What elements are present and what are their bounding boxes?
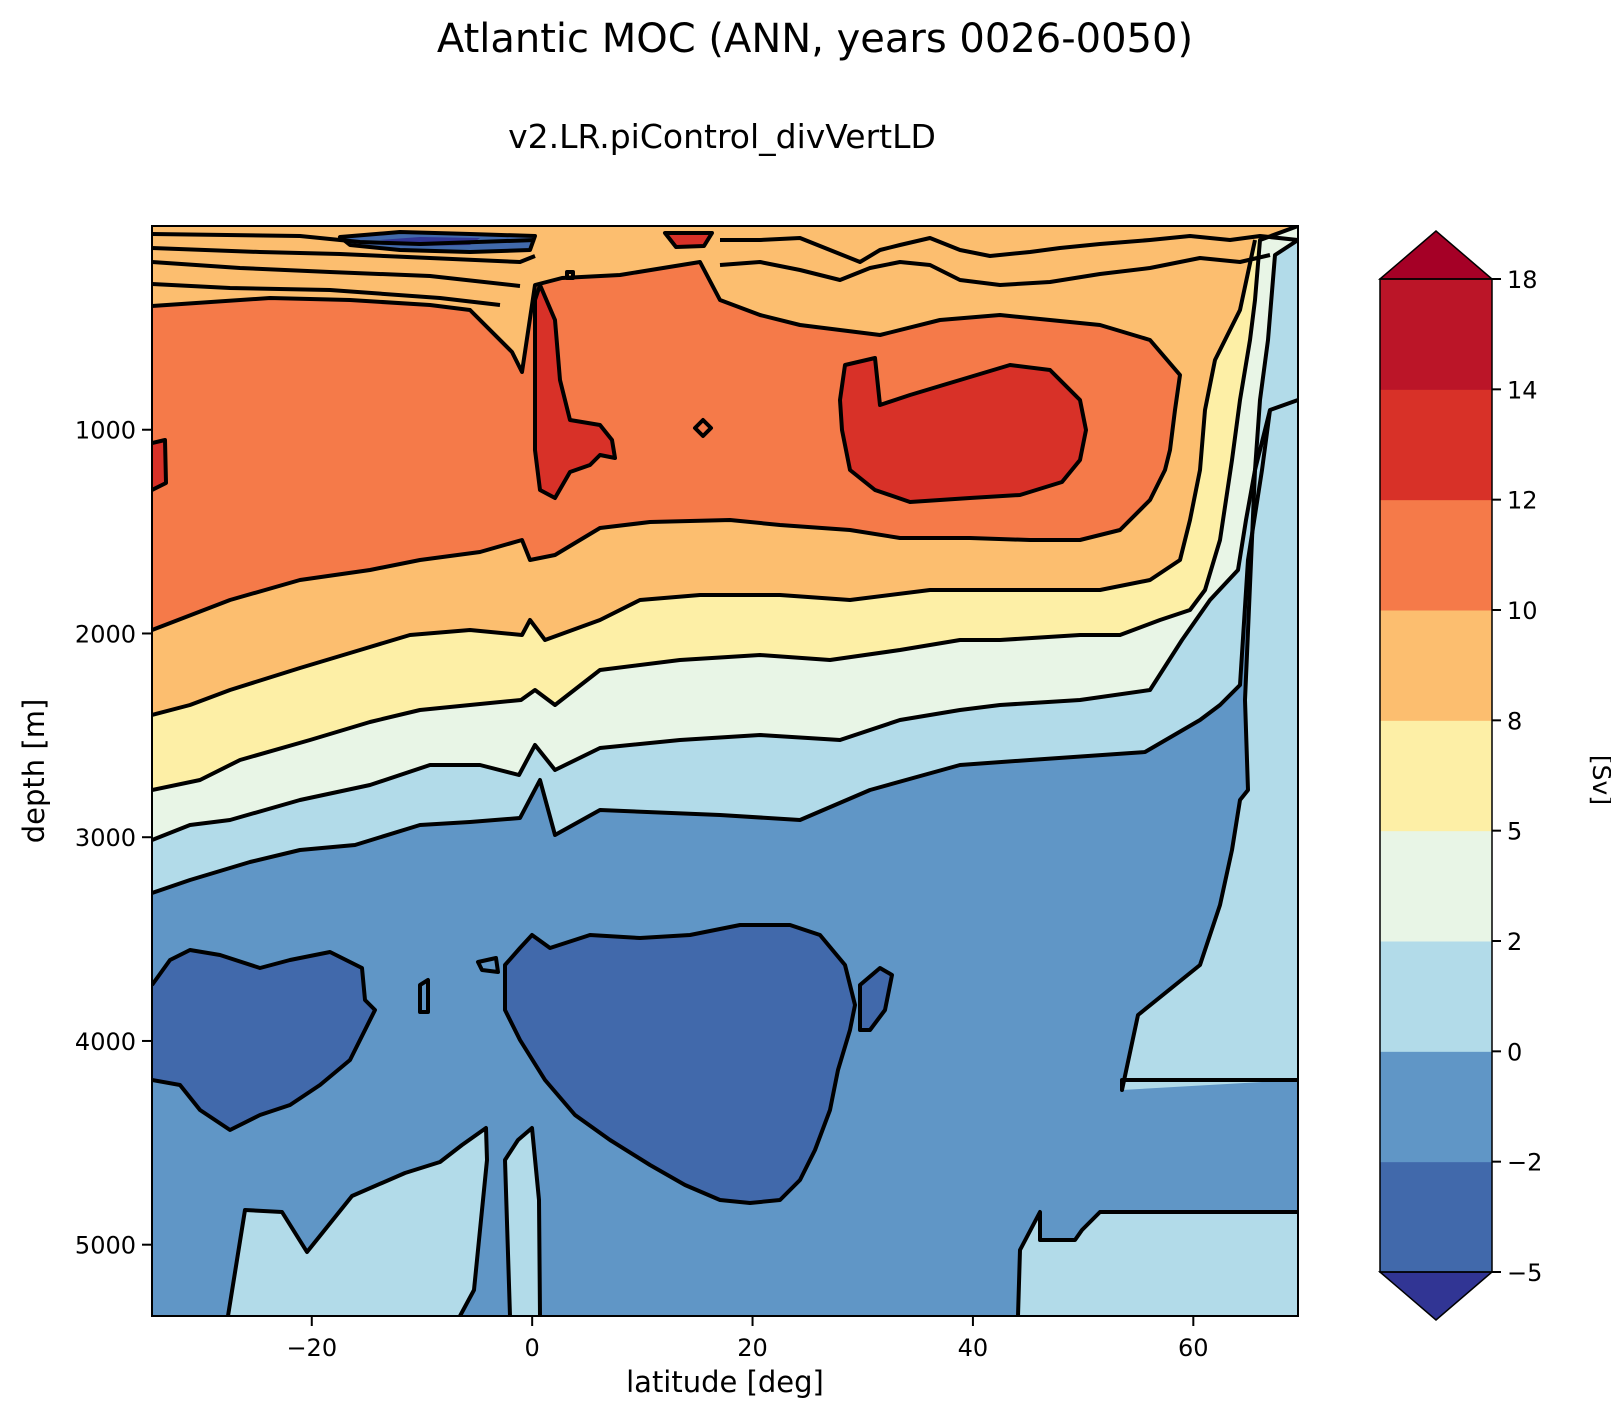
contour-fill-14-sv-west [152,440,166,490]
contour-line-abyss-islet-a [476,956,500,974]
contour-line-8-sv [152,226,1298,792]
contour-line-0-abyss-equator [503,1126,542,1316]
y-tick-label: 4000 [75,1028,136,1056]
colorbar-extend-min [1377,1271,1495,1321]
colorbar-segment [1380,1161,1492,1273]
colorbar-tick-label: −2 [1507,1149,1542,1177]
plot-frame [151,225,1299,1317]
contour-line-10-sv [152,239,1257,717]
x-axis: −20 0 20 40 60 [286,1316,1209,1362]
x-tick-label: 40 [958,1334,989,1362]
colorbar-tick-label: −5 [1507,1259,1542,1287]
colorbar-tick-label: 12 [1507,487,1538,515]
contour-fill-north-light [1122,400,1298,1090]
y-tick-label: 5000 [75,1232,136,1260]
y-axis-label: depth [m] [17,699,51,844]
colorbar-segment [1380,279,1492,390]
contour-line-14-sv-west [152,438,168,492]
contour-line-abyss-islet-b [418,978,430,1014]
contour-line-5-sv [152,238,1298,842]
colorbar-tick-label: 10 [1507,597,1538,625]
contour-line-abyss-cell-sliver [858,966,894,1032]
colorbar-segment [1380,499,1492,611]
y-axis: 1000 2000 3000 4000 5000 [75,417,152,1260]
contour-line-surface-a [152,232,536,246]
contour-fill-abyss-cell-sliver [860,968,892,1030]
colorbar-segment [1380,720,1492,832]
colorbar-tick-label: 8 [1507,707,1522,735]
contour-line-0-abyss-south [226,1126,489,1316]
colorbar-tick-label: 14 [1507,376,1538,404]
contour-line-upper-north-b [719,253,1271,287]
colorbar-tick-label: 18 [1507,266,1538,294]
contour-line-14-sv-dot [565,270,575,280]
colorbar-tick-label: 5 [1507,818,1522,846]
x-tick-label: 60 [1178,1334,1209,1362]
contour-line-abyss-cell-south [152,948,377,1132]
x-tick-label: −20 [286,1334,337,1362]
contour-line-0-abyss-north [1016,1210,1298,1316]
colorbar-tick-label: 0 [1507,1038,1522,1066]
colorbar-frame [1379,278,1493,1273]
contour-fill-14-sv-crest [665,233,712,247]
x-tick-label: 20 [737,1334,768,1362]
contour-line-surface-b [152,246,536,264]
contour-line-abyss-cell-north [503,923,857,1205]
contour-line-surface-d [152,282,501,307]
contour-line-14-sv-north [838,356,1088,504]
x-axis-label: latitude [deg] [626,1365,824,1399]
contour-fill-abyss-south [228,1128,487,1316]
colorbar-extend-max [1377,230,1495,280]
colorbar-segment [1380,830,1492,942]
contour-line-surface-c [152,260,521,288]
contour-line-14-sv-crest [663,231,714,249]
contour-line-14-sv-island [693,418,713,438]
colorbar-label: [Sv] [1587,755,1611,805]
chart-subtitle: v2.LR.piControl_divVertLD [508,117,936,156]
y-tick-label: 1000 [75,417,136,445]
colorbar-segment [1380,389,1492,501]
contour-fill-abyss-equator [505,1128,540,1316]
colorbar-tick-label: 2 [1507,928,1522,956]
contour-lines [152,226,1298,1316]
plot-area [152,226,1298,1316]
colorbar: −5 −2 0 2 5 8 10 12 14 18 [1377,230,1542,1321]
colorbar-segment [1380,941,1492,1052]
contour-fill-14-sv-north [840,358,1086,502]
contour-line-14-sv-equator [533,283,617,500]
x-tick-label: 0 [525,1334,540,1362]
colorbar-segment [1380,610,1492,721]
y-tick-label: 2000 [75,620,136,648]
contour-fill-abyss-north [1018,1212,1298,1316]
contour-line-surface-neg [338,230,537,254]
contour-line-upper-north-a [720,234,1298,264]
contour-line-2-sv [152,409,1272,895]
y-tick-label: 3000 [75,824,136,852]
colorbar-segment [1380,1051,1492,1163]
contour-fill-abyss-cell-north [505,925,855,1203]
chart-title: Atlantic MOC (ANN, years 0026-0050) [437,16,1193,62]
